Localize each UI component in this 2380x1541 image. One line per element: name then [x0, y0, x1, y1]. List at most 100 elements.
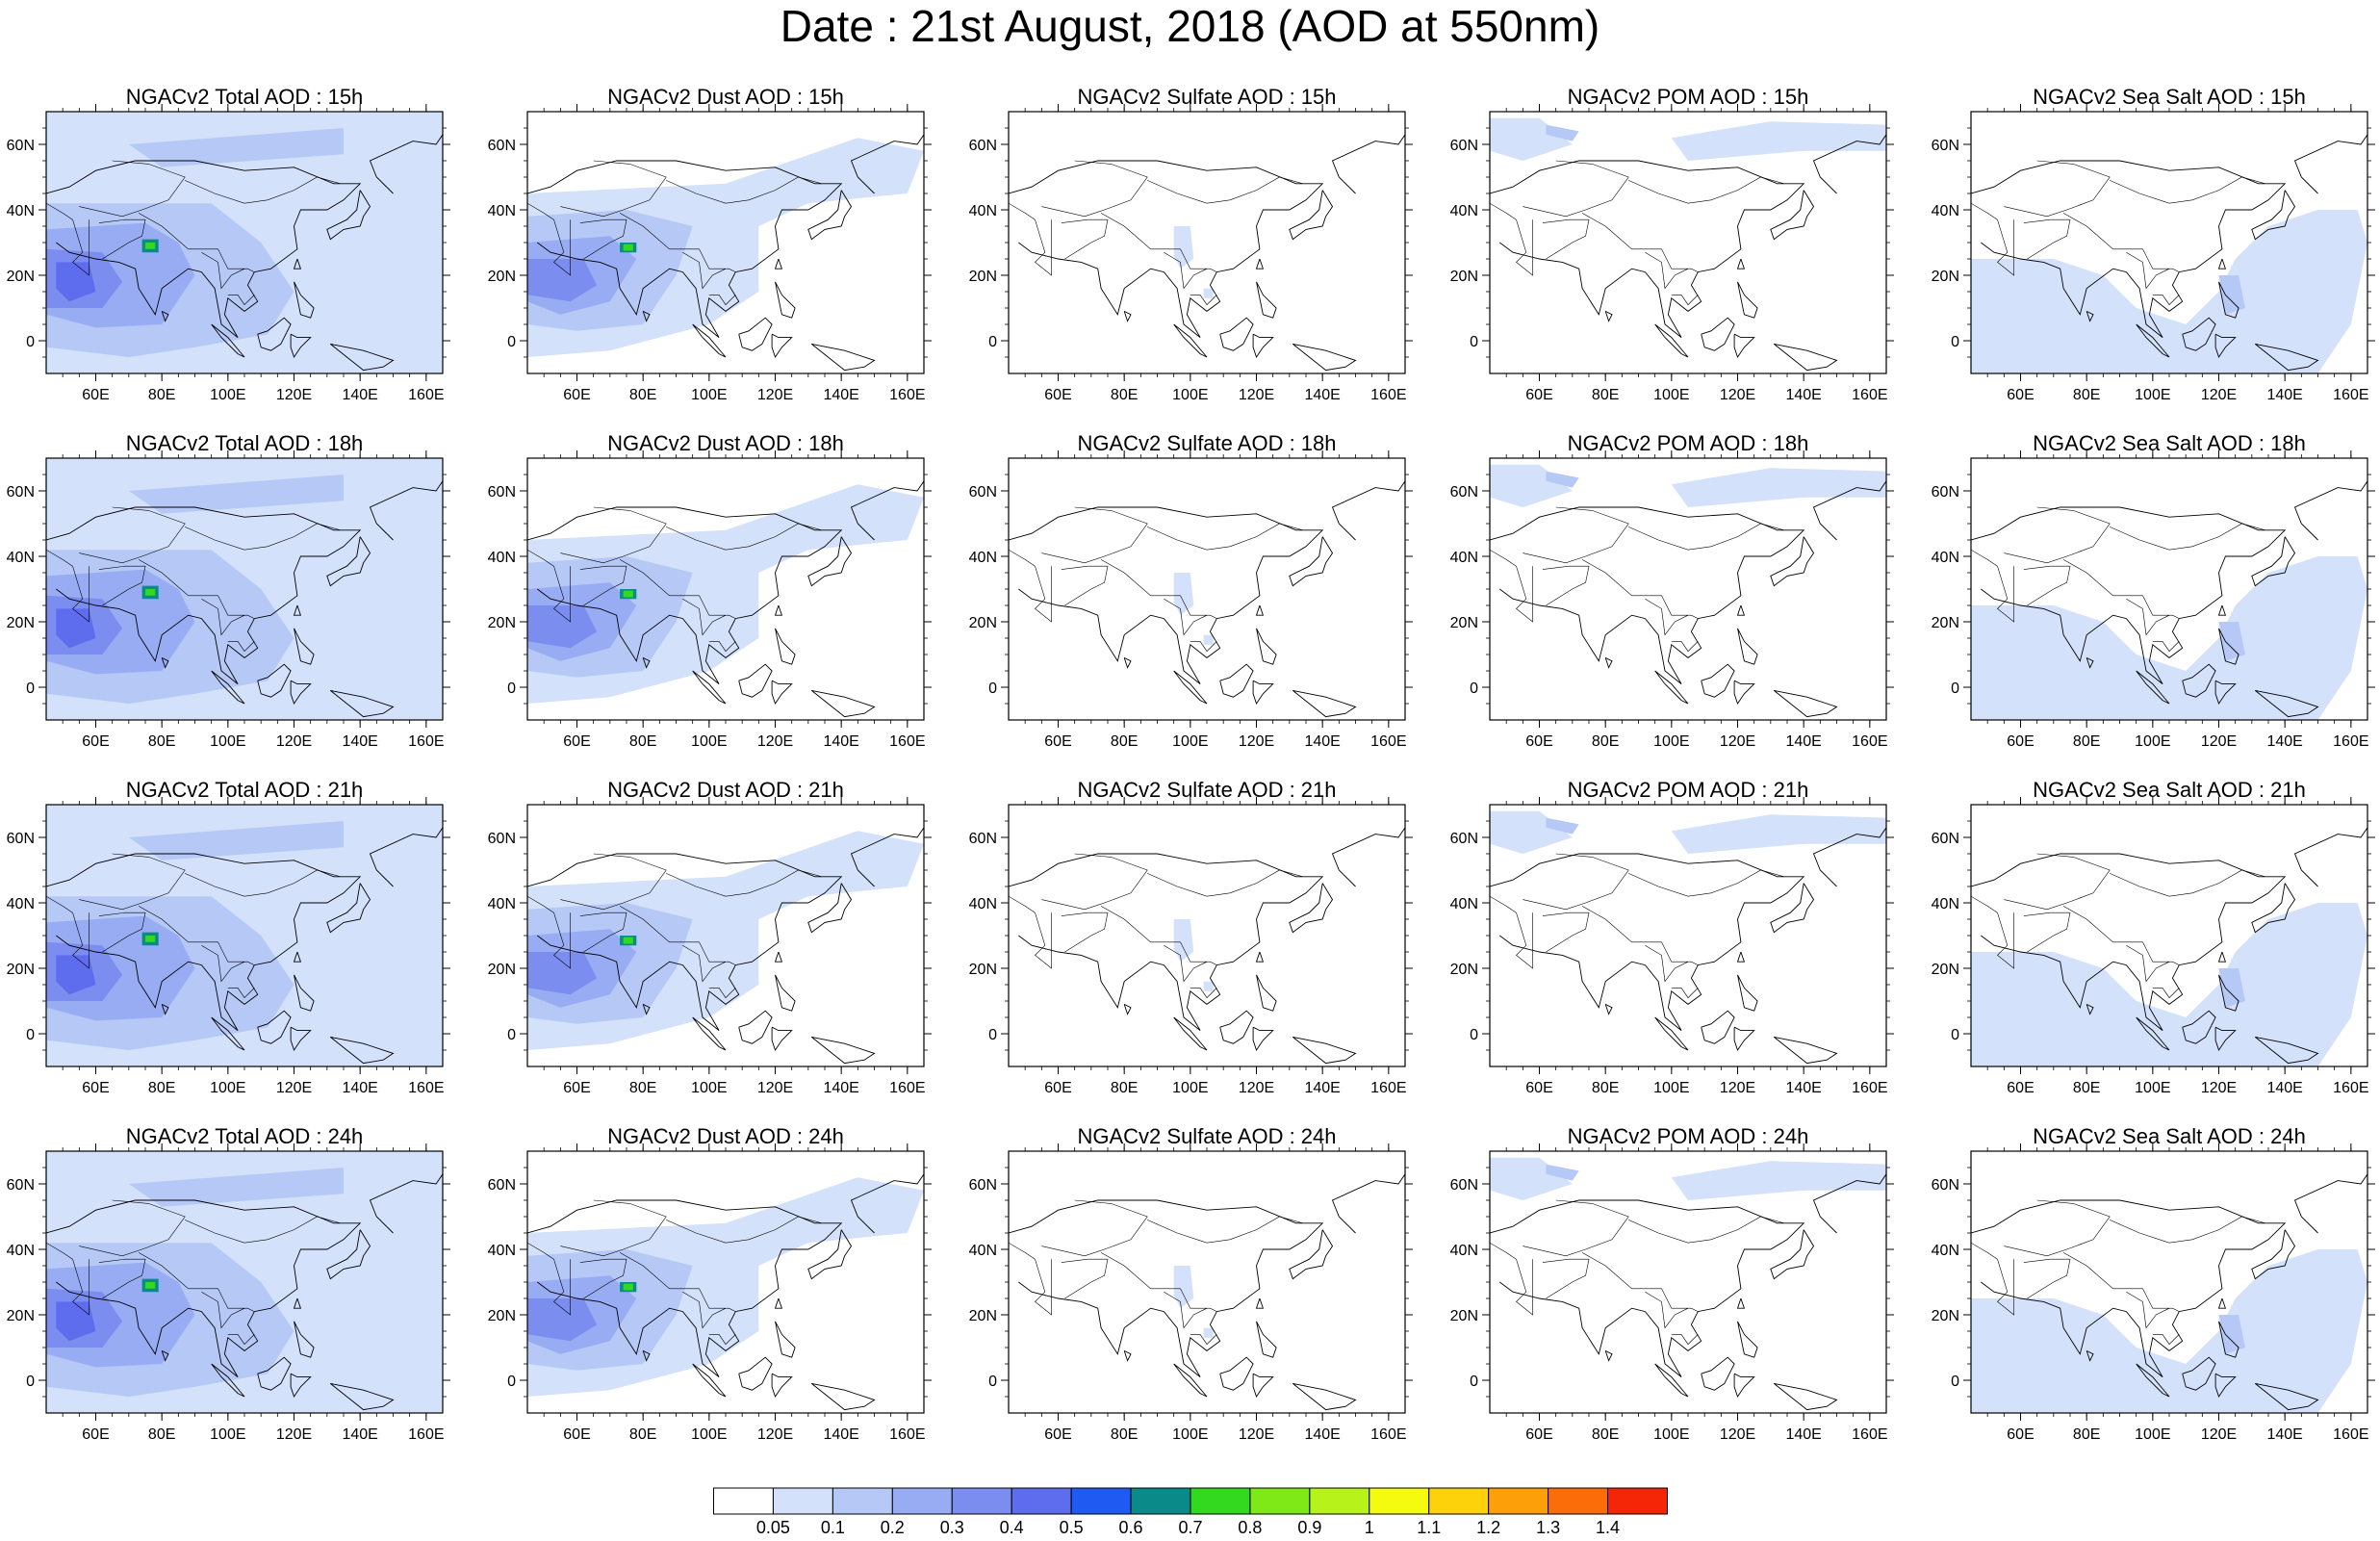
aod-shaded-region — [527, 952, 598, 995]
colorbar-swatch — [1309, 1487, 1370, 1515]
coastline — [211, 670, 245, 705]
country-border — [1190, 988, 1217, 999]
x-tick-label: 60E — [82, 1426, 109, 1443]
country-border — [1581, 906, 1699, 965]
coastline — [294, 281, 315, 319]
country-border — [2023, 565, 2071, 606]
aod-field — [1971, 556, 2367, 720]
country-border — [1100, 559, 1217, 619]
coastline — [1173, 1016, 1208, 1051]
country-border — [185, 869, 341, 897]
country-border — [1061, 218, 1109, 260]
x-tick-label: 100E — [691, 733, 727, 750]
x-tick-label: 120E — [757, 1426, 793, 1443]
y-tick-label: 20N — [488, 962, 516, 978]
map-plot: 60E 80E 100E 120E 140E 160E 60N 40N 20N 0 — [969, 797, 1413, 1096]
y-tick-label: 60N — [969, 1177, 997, 1194]
coastlines — [1490, 827, 1886, 1065]
x-tick-label: 60E — [1044, 387, 1071, 403]
country-border — [1035, 1259, 1052, 1316]
country-border — [553, 912, 571, 969]
x-tick-label: 140E — [823, 1426, 858, 1443]
y-tick-label: 40N — [1450, 896, 1478, 912]
x-tick-label: 100E — [2135, 387, 2170, 403]
country-border — [1997, 566, 2014, 623]
country-border — [527, 549, 554, 567]
x-tick-label: 120E — [757, 733, 793, 750]
aod-field — [1971, 210, 2367, 373]
map-panel-seasalt: NGACv2 Sea Salt AOD : 21h 60E 80E 100E 120E 1… — [1925, 778, 2375, 1119]
coastline — [1971, 160, 2287, 338]
coastline — [1774, 1382, 1838, 1411]
x-tick-label: 140E — [823, 1080, 858, 1096]
x-tick-label: 160E — [2333, 387, 2368, 403]
colorbar-swatch — [951, 1487, 1012, 1515]
coastline — [1770, 190, 1815, 241]
y-tick-label: 40N — [969, 550, 997, 566]
coastline — [161, 310, 169, 322]
coastline — [1009, 160, 1324, 338]
x-tick-label: 100E — [1653, 1080, 1689, 1096]
x-tick-label: 60E — [1044, 1426, 1071, 1443]
coastline — [771, 680, 793, 706]
x-tick-label: 100E — [691, 1426, 727, 1443]
country-border — [2126, 1291, 2170, 1329]
aod-field — [46, 805, 443, 1066]
x-tick-label: 120E — [1720, 387, 1755, 403]
y-tick-label: 0 — [1470, 1374, 1478, 1390]
figure-title: Date : 21st August, 2018 (AOD at 550nm) — [780, 1, 1600, 51]
country-border — [1671, 641, 1699, 653]
y-tick-label: 40N — [488, 203, 516, 219]
coastline — [1331, 134, 1405, 194]
country-border — [553, 1259, 571, 1316]
country-border — [666, 1216, 822, 1244]
x-tick-label: 80E — [629, 1080, 656, 1096]
map-plot: 60E 80E 100E 120E 140E 160E 60N 40N 20N 0 — [7, 797, 450, 1096]
country-border — [79, 160, 186, 218]
x-tick-label: 160E — [1852, 1426, 1887, 1443]
country-border — [1671, 988, 1699, 999]
y-tick-label: 40N — [488, 896, 516, 912]
coastline — [2214, 333, 2237, 359]
x-tick-label: 160E — [889, 733, 925, 750]
aod-shaded-region — [623, 244, 633, 251]
x-tick-label: 80E — [148, 387, 175, 403]
coastline — [1219, 1356, 1254, 1391]
map-panel-total: NGACv2 Total AOD : 15h 60E 80E 100E 120E 140E… — [0, 85, 450, 426]
country-border — [1035, 219, 1052, 276]
coastline — [257, 317, 292, 351]
x-tick-label: 100E — [210, 733, 245, 750]
panel-title: NGACv2 Sea Salt AOD : 18h — [2033, 431, 2306, 455]
panel-title: NGACv2 POM AOD : 24h — [1567, 1124, 1809, 1148]
y-tick-label: 40N — [1450, 1243, 1478, 1259]
x-tick-label: 80E — [1111, 1426, 1138, 1443]
coastline — [2218, 974, 2239, 1012]
x-tick-label: 100E — [691, 387, 727, 403]
coastlines — [1971, 1173, 2367, 1411]
coastlines — [1009, 827, 1405, 1065]
y-tick-label: 40N — [969, 203, 997, 219]
coastline — [2255, 1036, 2319, 1065]
x-tick-label: 60E — [82, 733, 109, 750]
coastline — [1733, 1026, 1755, 1052]
panel-title: NGACv2 POM AOD : 21h — [1567, 778, 1809, 802]
x-tick-label: 160E — [1370, 387, 1406, 403]
panel-title: NGACv2 Total AOD : 15h — [125, 85, 364, 109]
coastline — [46, 1199, 362, 1377]
country-border — [1100, 1252, 1217, 1312]
coastline — [775, 628, 796, 665]
country-border — [185, 523, 341, 551]
country-border — [1490, 202, 1517, 220]
x-tick-label: 160E — [1852, 1080, 1887, 1096]
coastline — [2255, 689, 2319, 718]
coastline — [642, 1349, 651, 1362]
x-tick-label: 100E — [1172, 1080, 1208, 1096]
x-tick-label: 80E — [148, 1426, 175, 1443]
coastlines — [527, 827, 924, 1065]
aod-field — [46, 458, 443, 720]
country-border — [1516, 219, 1533, 276]
coastline — [811, 343, 876, 372]
country-border — [1490, 1242, 1517, 1260]
coastline — [1701, 663, 1735, 698]
coastline — [2293, 134, 2367, 194]
